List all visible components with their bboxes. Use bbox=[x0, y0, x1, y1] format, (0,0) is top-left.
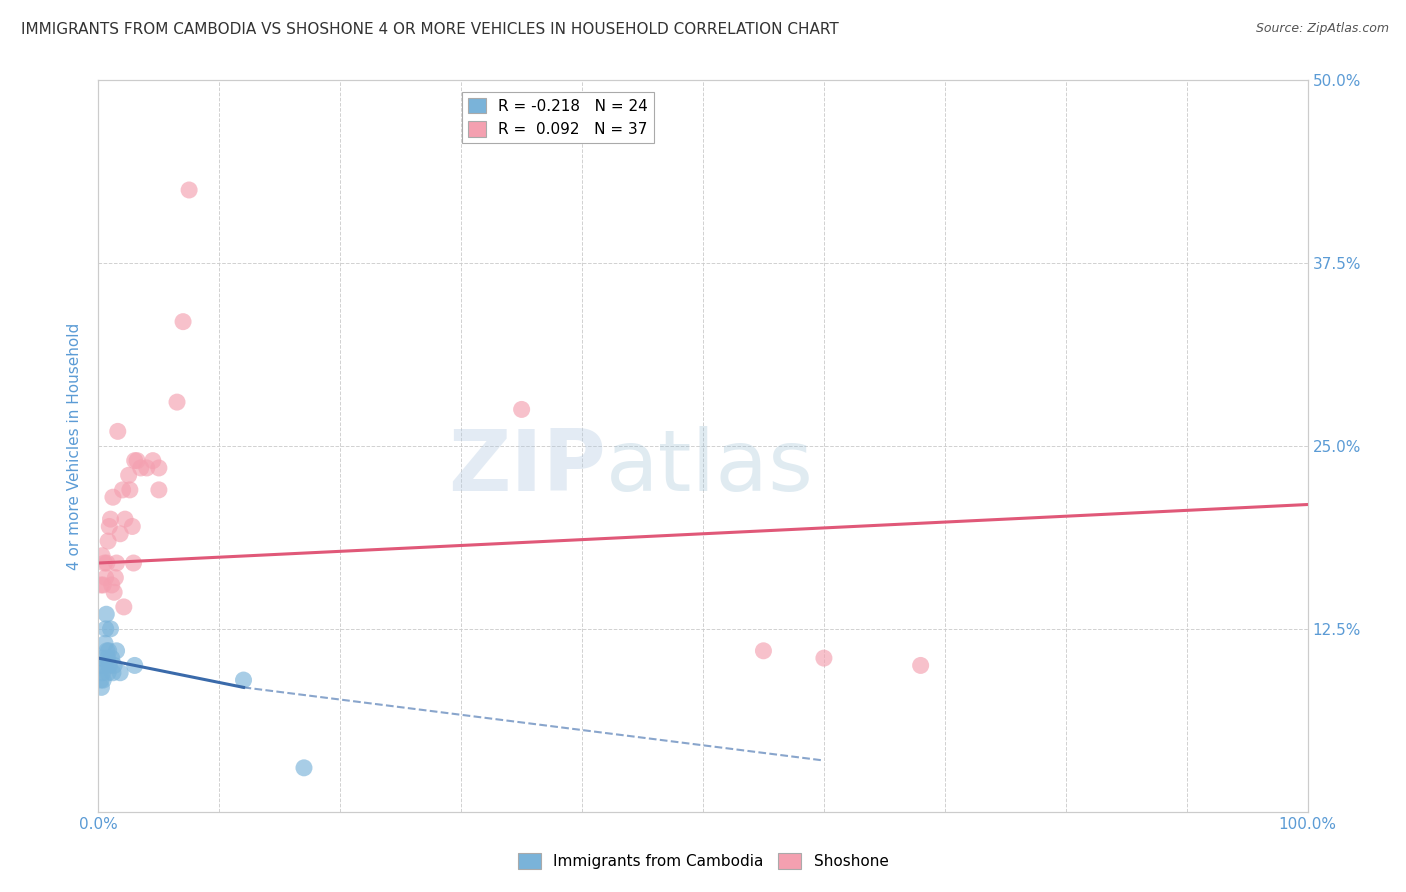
Point bbox=[107, 425, 129, 439]
Y-axis label: 4 or more Vehicles in Household: 4 or more Vehicles in Household bbox=[67, 322, 83, 570]
Point bbox=[97, 534, 120, 549]
Point bbox=[127, 453, 149, 467]
Point bbox=[172, 315, 194, 329]
Point bbox=[101, 490, 124, 504]
Point bbox=[96, 556, 118, 570]
Point bbox=[97, 665, 120, 680]
Text: atlas: atlas bbox=[606, 426, 814, 509]
Point bbox=[118, 468, 141, 483]
Point bbox=[118, 483, 141, 497]
Point bbox=[96, 644, 118, 658]
Point bbox=[135, 461, 157, 475]
Point bbox=[142, 453, 165, 467]
Point bbox=[108, 665, 131, 680]
Point bbox=[100, 651, 122, 665]
Point bbox=[91, 549, 114, 563]
Point bbox=[129, 461, 152, 475]
Point bbox=[179, 183, 201, 197]
Point bbox=[94, 622, 117, 636]
Point bbox=[91, 673, 114, 687]
Point bbox=[100, 622, 122, 636]
Point bbox=[93, 658, 115, 673]
Point bbox=[111, 483, 134, 497]
Legend: Immigrants from Cambodia, Shoshone: Immigrants from Cambodia, Shoshone bbox=[512, 847, 894, 875]
Point bbox=[166, 395, 188, 409]
Point bbox=[90, 578, 112, 592]
Point bbox=[103, 585, 125, 599]
Point bbox=[108, 526, 131, 541]
Point bbox=[91, 578, 114, 592]
Point bbox=[105, 556, 128, 570]
Point bbox=[100, 578, 122, 592]
Point bbox=[97, 644, 120, 658]
Point bbox=[148, 461, 170, 475]
Point bbox=[105, 644, 128, 658]
Point bbox=[510, 402, 533, 417]
Point bbox=[124, 453, 146, 467]
Text: ZIP: ZIP bbox=[449, 426, 606, 509]
Point bbox=[96, 651, 118, 665]
Point bbox=[89, 658, 111, 673]
Point bbox=[93, 556, 115, 570]
Point bbox=[100, 512, 122, 526]
Point bbox=[292, 761, 315, 775]
Point bbox=[112, 599, 135, 614]
Point bbox=[148, 483, 170, 497]
Point bbox=[232, 673, 254, 687]
Point bbox=[752, 644, 775, 658]
Point bbox=[122, 556, 145, 570]
Point bbox=[94, 636, 117, 650]
Point bbox=[94, 571, 117, 585]
Point bbox=[90, 681, 112, 695]
Point bbox=[104, 571, 127, 585]
Point bbox=[124, 658, 146, 673]
Point bbox=[910, 658, 932, 673]
Point bbox=[813, 651, 835, 665]
Point bbox=[91, 665, 114, 680]
Point bbox=[90, 673, 112, 687]
Point bbox=[98, 658, 121, 673]
Point bbox=[91, 651, 114, 665]
Point bbox=[121, 519, 143, 533]
Legend: R = -0.218   N = 24, R =  0.092   N = 37: R = -0.218 N = 24, R = 0.092 N = 37 bbox=[461, 92, 654, 144]
Point bbox=[96, 607, 118, 622]
Point bbox=[98, 519, 121, 533]
Point bbox=[101, 665, 124, 680]
Point bbox=[114, 512, 136, 526]
Text: Source: ZipAtlas.com: Source: ZipAtlas.com bbox=[1256, 22, 1389, 36]
Text: IMMIGRANTS FROM CAMBODIA VS SHOSHONE 4 OR MORE VEHICLES IN HOUSEHOLD CORRELATION: IMMIGRANTS FROM CAMBODIA VS SHOSHONE 4 O… bbox=[21, 22, 839, 37]
Point bbox=[103, 658, 125, 673]
